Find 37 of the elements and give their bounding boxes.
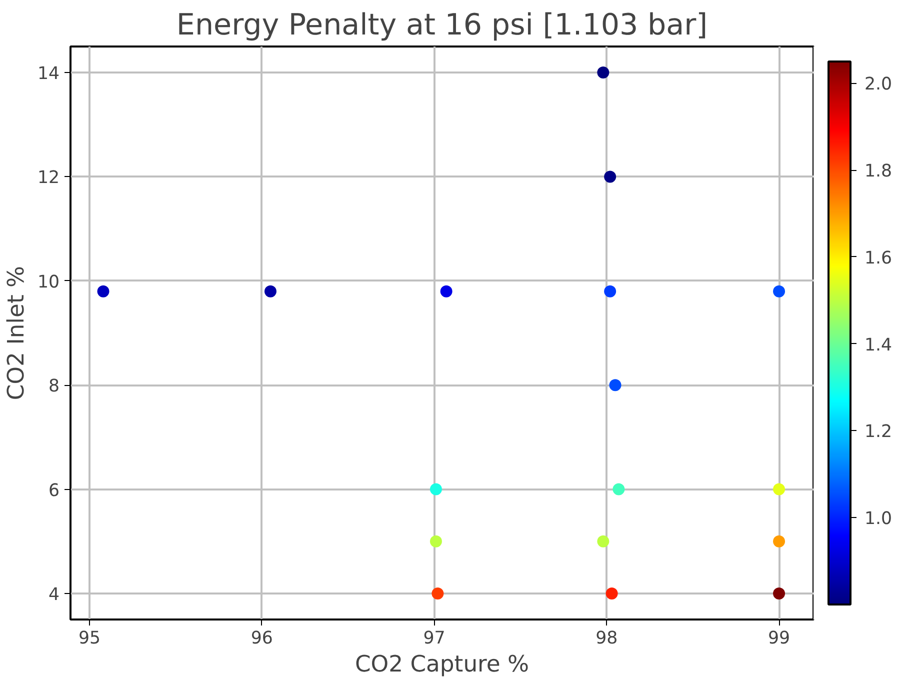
color-bar-label: 1.4 [864, 335, 892, 356]
point [773, 535, 786, 548]
point [432, 587, 444, 600]
y-tick-label: 14 [37, 64, 60, 84]
color-bar-label: 1.0 [864, 509, 892, 530]
color-bar-label: 2.0 [864, 74, 892, 95]
point [609, 379, 622, 392]
point [606, 587, 618, 600]
point [773, 483, 786, 496]
point [773, 587, 786, 600]
point [604, 170, 616, 183]
y-tick-label: 4 [48, 584, 60, 605]
x-tick-label: 99 [768, 628, 790, 648]
point [597, 66, 610, 79]
color-bar-label: 1.2 [864, 422, 892, 442]
x-tick-label: 96 [250, 628, 273, 648]
point [597, 535, 610, 548]
point [430, 483, 442, 496]
x-tick-label: 95 [78, 628, 100, 648]
y-tick-label: 8 [48, 376, 60, 397]
point [264, 285, 276, 298]
color-bar-label: 1.6 [864, 248, 892, 268]
point [440, 285, 452, 298]
point [612, 483, 625, 496]
x-tick-label: 97 [423, 628, 446, 648]
y-axis-title: CO2 Inlet % [3, 266, 30, 400]
x-tick-label: 98 [596, 628, 618, 648]
chart-title: Energy Penalty at 16 psi [1.103 bar] [176, 8, 708, 42]
y-tick-label: 10 [37, 272, 60, 292]
point [97, 285, 110, 298]
y-tick-label: 12 [37, 168, 60, 188]
point [604, 285, 616, 298]
point [430, 535, 442, 548]
x-axis-title: CO2 Capture % [354, 652, 530, 678]
point [773, 285, 786, 298]
color-bar-label: 1.8 [864, 162, 892, 182]
y-tick-label: 6 [48, 480, 60, 501]
